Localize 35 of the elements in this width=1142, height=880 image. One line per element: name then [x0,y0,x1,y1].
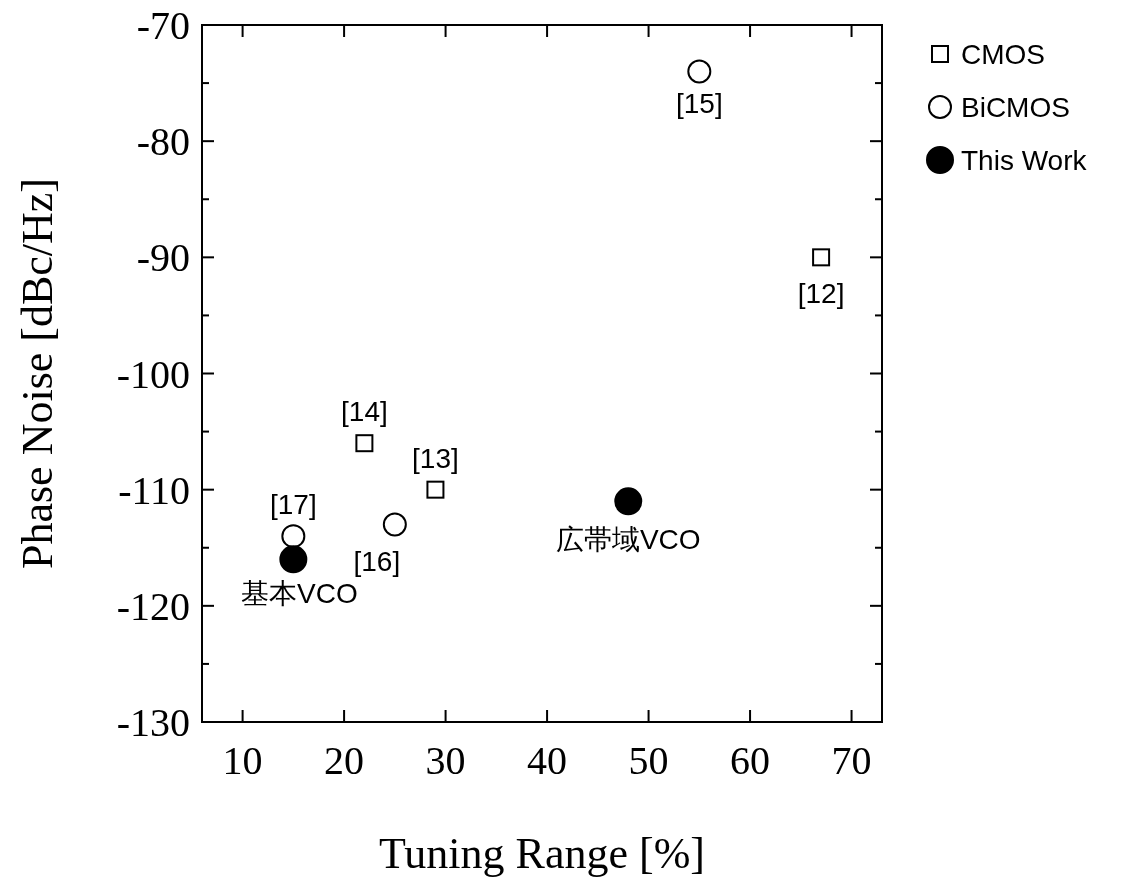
x-tick-label: 40 [527,738,568,783]
y-tick-label: -80 [136,119,190,165]
point [426,480,445,499]
point [812,248,831,267]
x-tick-label: 20 [324,738,365,783]
y-tick-label: -120 [116,583,190,629]
x-tick-label: 10 [222,738,263,783]
legend-label: BiCMOS [961,92,1070,123]
y-tick-label: -100 [116,351,190,397]
point [279,545,308,574]
annotation: [16] [353,545,401,577]
annotation: [12] [797,278,845,310]
x-tick-label: 50 [628,738,669,783]
y-tick-label: -130 [116,700,190,745]
point [687,59,712,84]
y-tick-label: -110 [118,467,190,513]
x-tick-label: 60 [730,738,771,783]
annotation: [13] [412,442,459,474]
y-tick-label: -70 [136,3,190,48]
point [355,434,374,453]
annotation: 広帯域VCO [555,524,701,556]
legend-label: This Work [961,145,1088,176]
annotation: [14] [341,396,388,428]
point [281,524,306,549]
x-tick-label: 70 [831,738,872,783]
y-tick-label: -90 [136,235,190,281]
point [614,487,643,516]
annotation: [15] [675,88,723,120]
legend-label: CMOS [961,39,1045,70]
x-axis-title: Tuning Range [%] [379,829,705,878]
point [382,512,407,537]
annotation: 基本VCO [241,578,358,610]
x-tick-label: 30 [425,738,466,783]
annotation: [17] [269,489,317,521]
y-axis-title: Phase Noise [dBc/Hz] [13,177,62,570]
